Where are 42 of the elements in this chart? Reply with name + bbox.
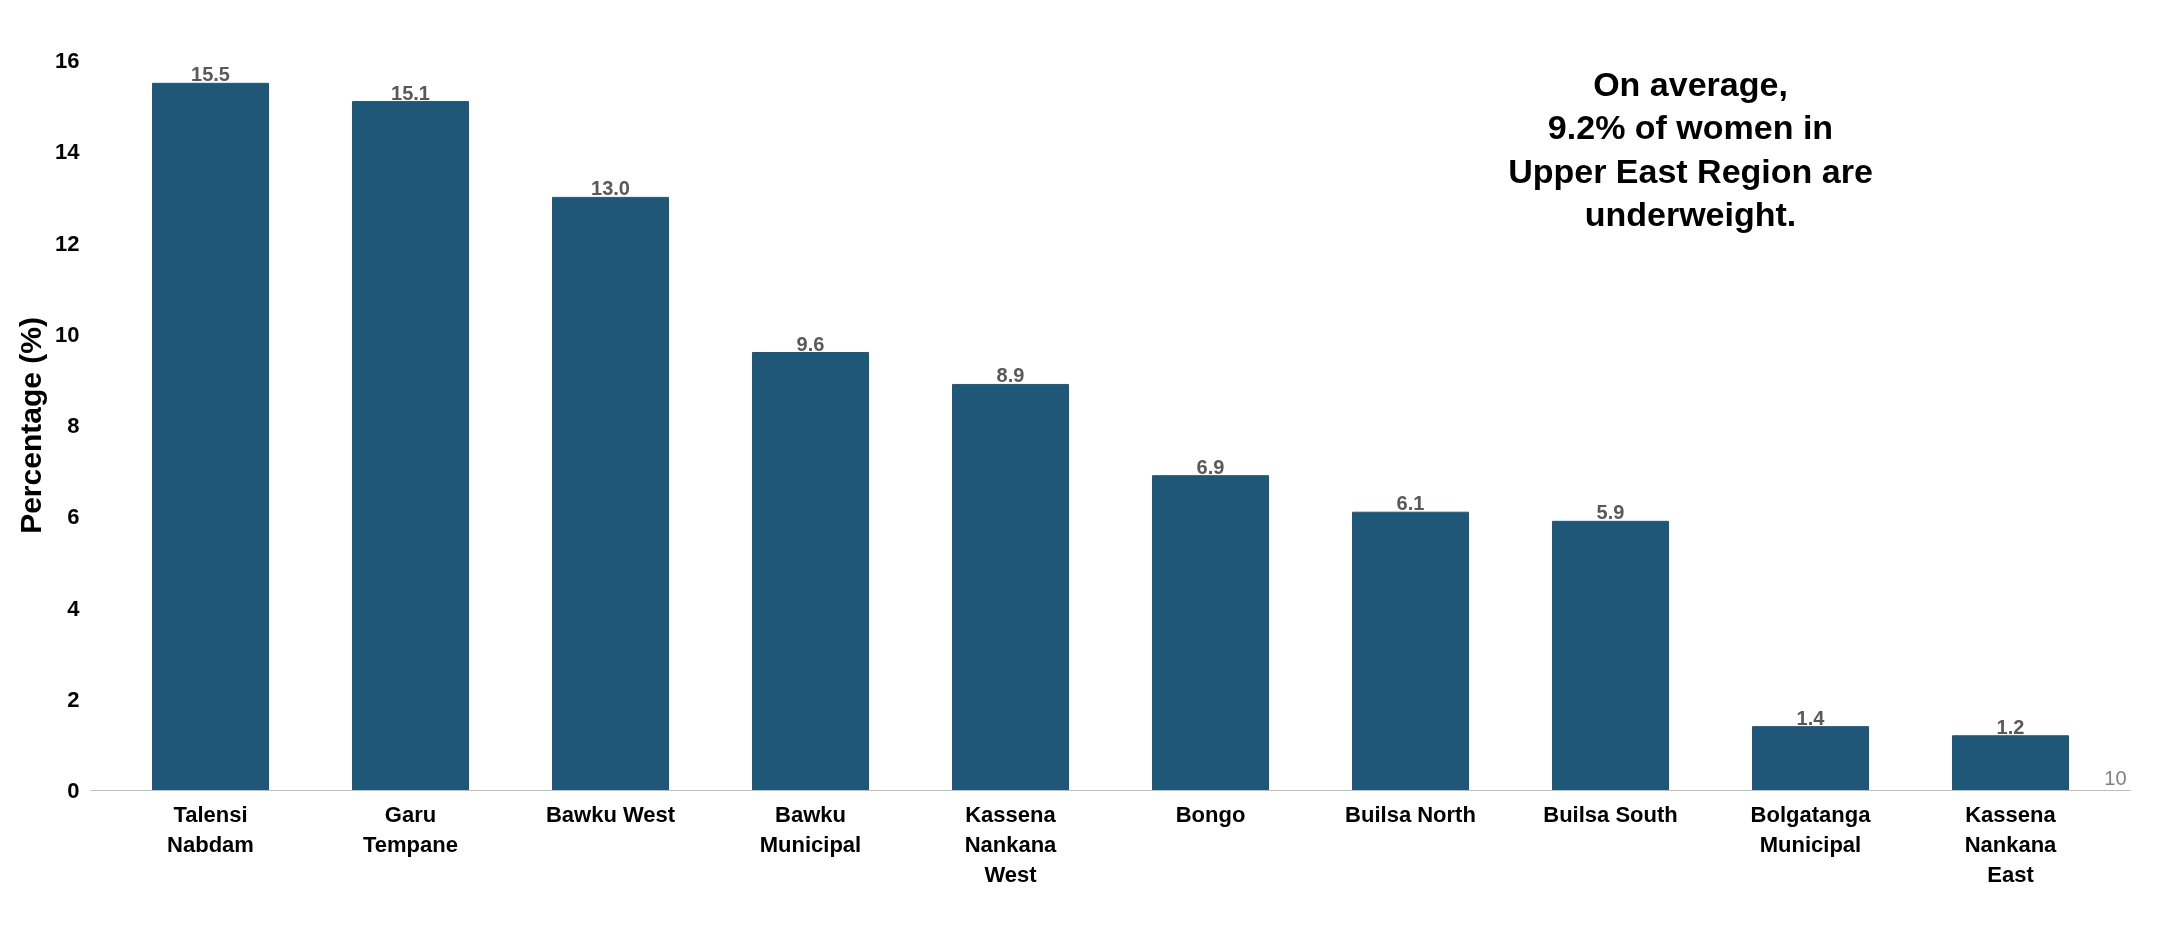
bar bbox=[552, 196, 669, 791]
y-tick-label: 2 bbox=[67, 686, 80, 712]
bar bbox=[1352, 511, 1469, 791]
bar bbox=[1752, 726, 1869, 791]
data-label: 6.9 bbox=[1196, 455, 1225, 478]
y-tick-label: 6 bbox=[67, 504, 80, 530]
bar bbox=[152, 82, 269, 791]
y-tick-label: 10 bbox=[55, 321, 80, 347]
x-tick-label: Bawku West bbox=[545, 801, 676, 827]
annotation: 10 bbox=[2104, 766, 2127, 789]
x-tick-label: Builsa North bbox=[1345, 801, 1476, 827]
bar bbox=[1952, 735, 2069, 791]
y-tick-label: 4 bbox=[67, 595, 81, 621]
data-label: 6.1 bbox=[1396, 492, 1425, 515]
y-axis-title: Percentage (%) bbox=[14, 317, 48, 534]
data-label: 8.9 bbox=[996, 364, 1025, 387]
data-label: 15.1 bbox=[391, 81, 430, 104]
y-tick-label: 12 bbox=[55, 230, 80, 256]
data-label: 9.6 bbox=[796, 332, 825, 355]
bar bbox=[352, 101, 469, 791]
y-tick-label: 0 bbox=[67, 778, 80, 803]
x-tick-label: Bongo bbox=[1175, 801, 1246, 827]
annotation: On average, 9.2% of women in Upper East Region are underweight. bbox=[1508, 65, 1873, 234]
bar bbox=[952, 383, 1069, 791]
data-label: 15.5 bbox=[191, 63, 230, 86]
x-tick-label: Bawku Municipal bbox=[759, 801, 862, 857]
y-tick-label: 16 bbox=[55, 48, 80, 73]
data-label: 13.0 bbox=[591, 177, 630, 200]
data-label: 1.4 bbox=[1796, 706, 1826, 729]
x-tick-label: Talensi Nabdam bbox=[167, 801, 254, 857]
y-tick-label: 14 bbox=[55, 139, 81, 165]
x-tick-label: Bolgatanga Municipal bbox=[1750, 801, 1872, 857]
x-tick-label: Kassena Nankana West bbox=[964, 801, 1058, 887]
y-tick-label: 8 bbox=[67, 413, 80, 438]
bar bbox=[752, 352, 869, 791]
bar bbox=[1552, 520, 1669, 791]
x-tick-label: Garu Tempane bbox=[363, 801, 458, 857]
x-tick-label: Builsa South bbox=[1543, 801, 1678, 827]
x-tick-label: Kassena Nankana East bbox=[1964, 801, 2058, 887]
data-label: 5.9 bbox=[1596, 501, 1625, 524]
bar bbox=[1152, 475, 1269, 791]
data-label: 1.2 bbox=[1996, 715, 2025, 738]
